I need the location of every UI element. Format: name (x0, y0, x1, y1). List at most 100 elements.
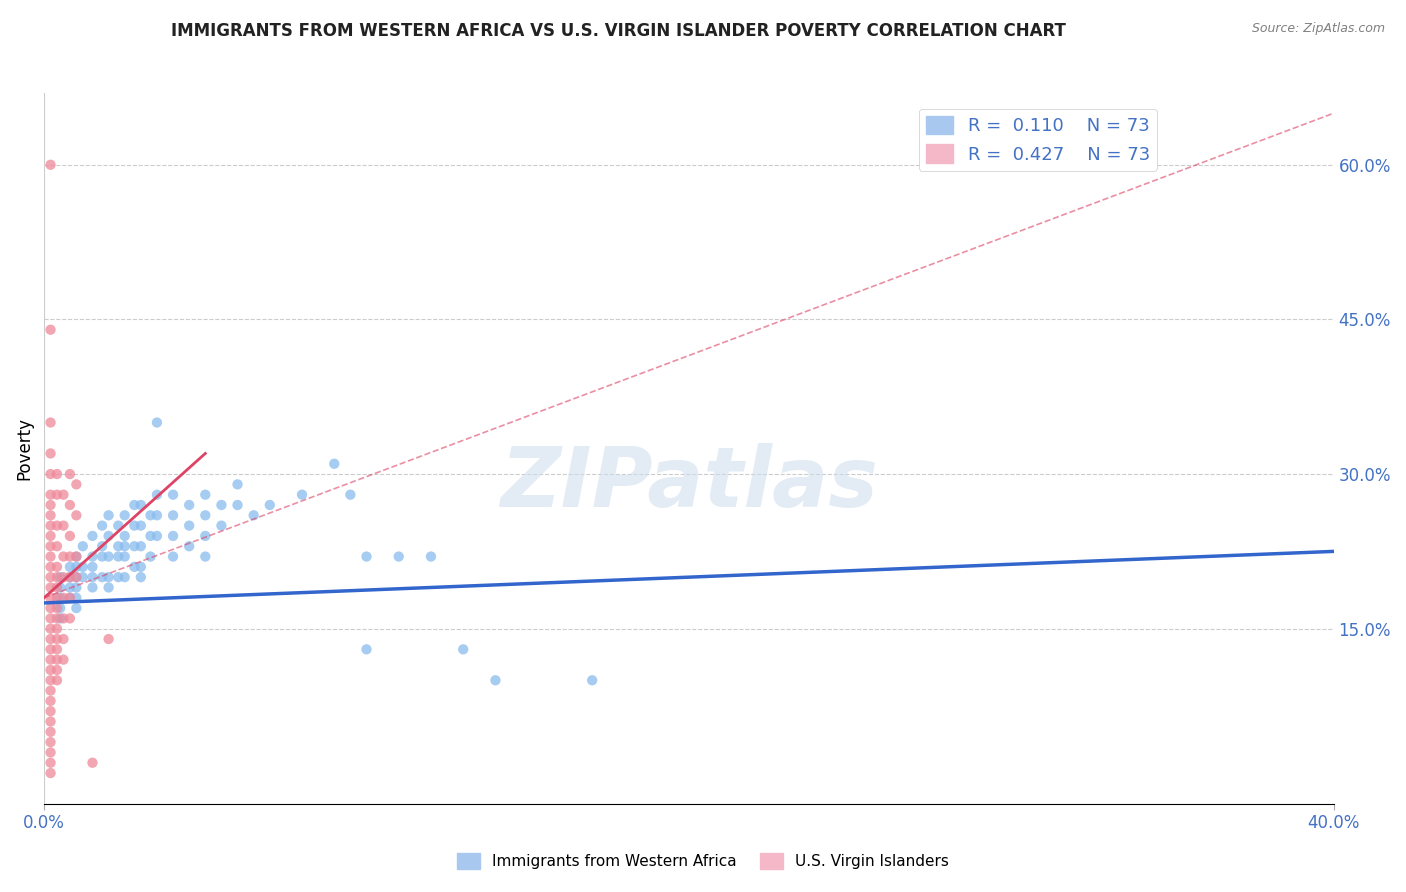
Point (97, 581, 120, 595)
Point (46, 488, 69, 502)
Point (129, 559, 152, 574)
Point (194, 508, 217, 523)
Point (129, 518, 152, 533)
Point (82, 549, 104, 564)
Point (39, 673, 62, 688)
Point (484, 673, 506, 688)
Point (65, 549, 87, 564)
Point (65, 549, 87, 564)
Point (59, 570, 82, 584)
Point (39, 591, 62, 605)
Point (179, 539, 201, 553)
Point (107, 518, 129, 533)
Point (39, 549, 62, 564)
Point (91, 518, 114, 533)
Point (39, 498, 62, 512)
Legend: Immigrants from Western Africa, U.S. Virgin Islanders: Immigrants from Western Africa, U.S. Vir… (451, 847, 955, 875)
Point (107, 570, 129, 584)
Point (194, 488, 217, 502)
Point (129, 539, 152, 553)
Point (139, 508, 162, 523)
Point (59, 591, 82, 605)
Point (39, 766, 62, 780)
Point (129, 498, 152, 512)
Point (52, 591, 75, 605)
Point (39, 508, 62, 523)
Point (82, 559, 104, 574)
Point (39, 714, 62, 729)
Point (146, 529, 169, 543)
Point (114, 529, 136, 543)
Point (97, 570, 120, 584)
Point (39, 735, 62, 749)
Point (97, 632, 120, 646)
Point (124, 518, 146, 533)
Point (39, 694, 62, 708)
Point (65, 477, 87, 491)
Point (72, 539, 94, 553)
Point (146, 508, 169, 523)
Point (46, 581, 69, 595)
Point (39, 158, 62, 172)
Point (52, 549, 75, 564)
Point (39, 467, 62, 481)
Legend: R =  0.110    N = 73, R =  0.427    N = 73: R = 0.110 N = 73, R = 0.427 N = 73 (918, 109, 1157, 171)
Point (179, 498, 201, 512)
Text: Source: ZipAtlas.com: Source: ZipAtlas.com (1251, 22, 1385, 36)
Point (356, 642, 378, 657)
Point (59, 581, 82, 595)
Point (52, 632, 75, 646)
Point (209, 518, 232, 533)
Point (46, 601, 69, 615)
Point (52, 653, 75, 667)
Point (46, 467, 69, 481)
Point (323, 457, 346, 471)
Point (39, 323, 62, 337)
Point (226, 498, 249, 512)
Point (39, 663, 62, 677)
Point (49, 581, 72, 595)
Point (59, 498, 82, 512)
Point (124, 498, 146, 512)
Point (46, 663, 69, 677)
Point (82, 581, 104, 595)
Point (39, 704, 62, 718)
Point (356, 549, 378, 564)
Point (107, 539, 129, 553)
Point (124, 559, 146, 574)
Point (97, 529, 120, 543)
Point (97, 549, 120, 564)
Point (65, 559, 87, 574)
Point (39, 642, 62, 657)
Point (59, 559, 82, 574)
Point (72, 559, 94, 574)
Point (65, 570, 87, 584)
Point (581, 673, 603, 688)
Point (65, 601, 87, 615)
Point (49, 601, 72, 615)
Point (39, 488, 62, 502)
Point (46, 642, 69, 657)
Point (52, 488, 75, 502)
Point (91, 549, 114, 564)
Point (114, 539, 136, 553)
Point (39, 611, 62, 625)
Point (39, 622, 62, 636)
Point (46, 653, 69, 667)
Point (114, 570, 136, 584)
Point (114, 508, 136, 523)
Point (39, 518, 62, 533)
Point (97, 508, 120, 523)
Point (39, 416, 62, 430)
Point (107, 549, 129, 564)
Point (39, 539, 62, 553)
Point (52, 518, 75, 533)
Point (39, 756, 62, 770)
Point (52, 611, 75, 625)
Point (82, 529, 104, 543)
Y-axis label: Poverty: Poverty (15, 417, 32, 480)
Point (39, 683, 62, 698)
Point (49, 591, 72, 605)
Point (39, 529, 62, 543)
Point (451, 642, 474, 657)
